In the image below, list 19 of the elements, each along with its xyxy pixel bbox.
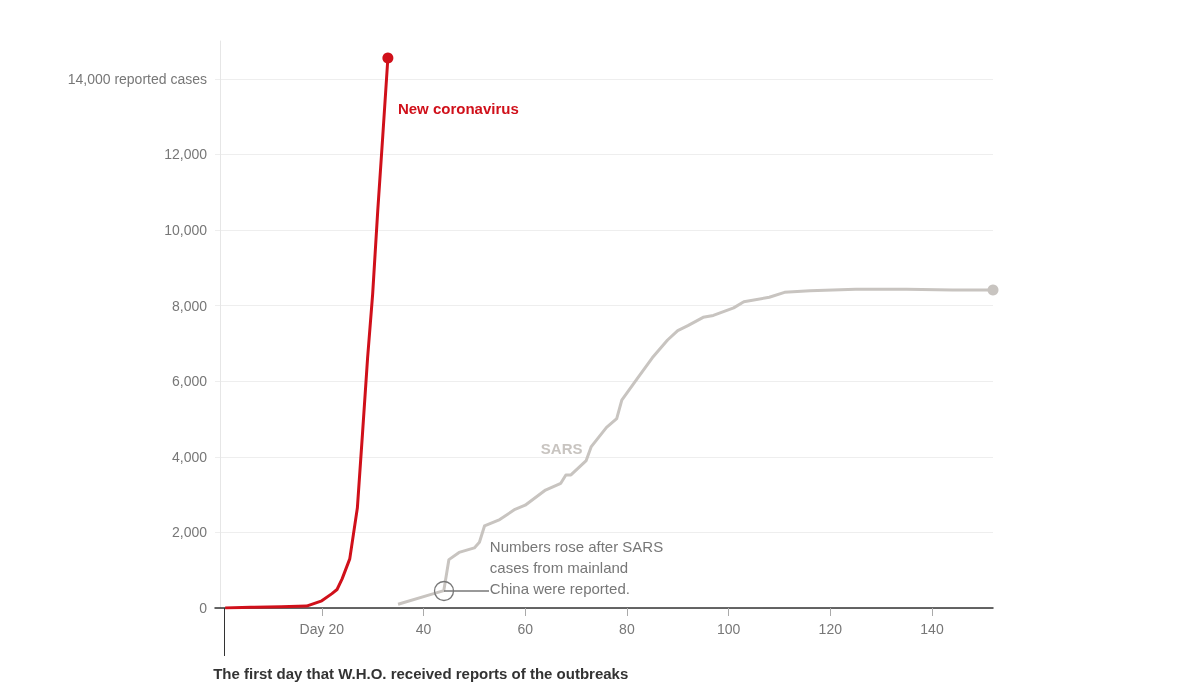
- y-tick-label: 14,000 reported cases: [67, 70, 207, 87]
- x-tick-label: 80: [619, 621, 635, 637]
- y-tick-label: 2,000: [171, 524, 208, 541]
- x-tick-label: 120: [818, 621, 843, 637]
- y-tick-label: 10,000: [164, 222, 208, 238]
- ref-line-label: The first day that W.H.O. received reports of the outbreaks: [213, 665, 629, 682]
- x-tick-label: 60: [517, 621, 534, 637]
- x-tick-label: 140: [920, 621, 944, 637]
- y-tick-label: 12,000: [164, 146, 208, 163]
- series-label: SARS: [540, 439, 583, 457]
- series-label: New coronavirus: [397, 100, 519, 117]
- x-tick-label: 100: [716, 621, 741, 637]
- y-tick-label: 4,000: [171, 448, 208, 465]
- x-tick-label: 40: [415, 621, 432, 637]
- annotation: Numbers rose after SARS cases from mainland China were reported.: [489, 536, 665, 599]
- y-tick-label: 0: [199, 600, 208, 616]
- y-tick-label: 8,000: [171, 297, 208, 314]
- y-tick-label: 6,000: [171, 373, 208, 390]
- x-tick-label: Day 20: [299, 621, 345, 637]
